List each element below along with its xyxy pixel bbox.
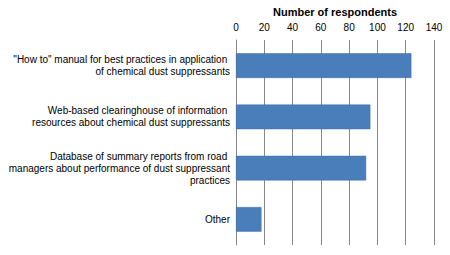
svg-text:80: 80 <box>344 22 356 33</box>
svg-text:120: 120 <box>397 22 414 33</box>
svg-text:practices: practices <box>187 175 230 186</box>
svg-text:20: 20 <box>259 22 271 33</box>
svg-text:Web-based clearinghouse of inf: Web-based clearinghouse of information <box>48 105 230 116</box>
svg-text:60: 60 <box>315 22 327 33</box>
svg-text:of chemical dust suppressants: of chemical dust suppressants <box>95 66 230 77</box>
svg-text:Database of summary reports fr: Database of summary reports from road <box>50 151 230 162</box>
svg-text:0: 0 <box>233 22 239 33</box>
svg-text:managers about performance of: managers about performance of dust suppr… <box>9 163 230 174</box>
svg-text:resources about chemical dust: resources about chemical dust suppressan… <box>32 117 230 128</box>
svg-text:140: 140 <box>426 22 443 33</box>
svg-text:Number of respondents: Number of respondents <box>273 6 397 18</box>
svg-text:40: 40 <box>287 22 299 33</box>
svg-text:"How to" manual for best pract: "How to" manual for best practices in ap… <box>13 54 230 65</box>
svg-text:100: 100 <box>369 22 386 33</box>
svg-text:Other: Other <box>205 214 231 225</box>
